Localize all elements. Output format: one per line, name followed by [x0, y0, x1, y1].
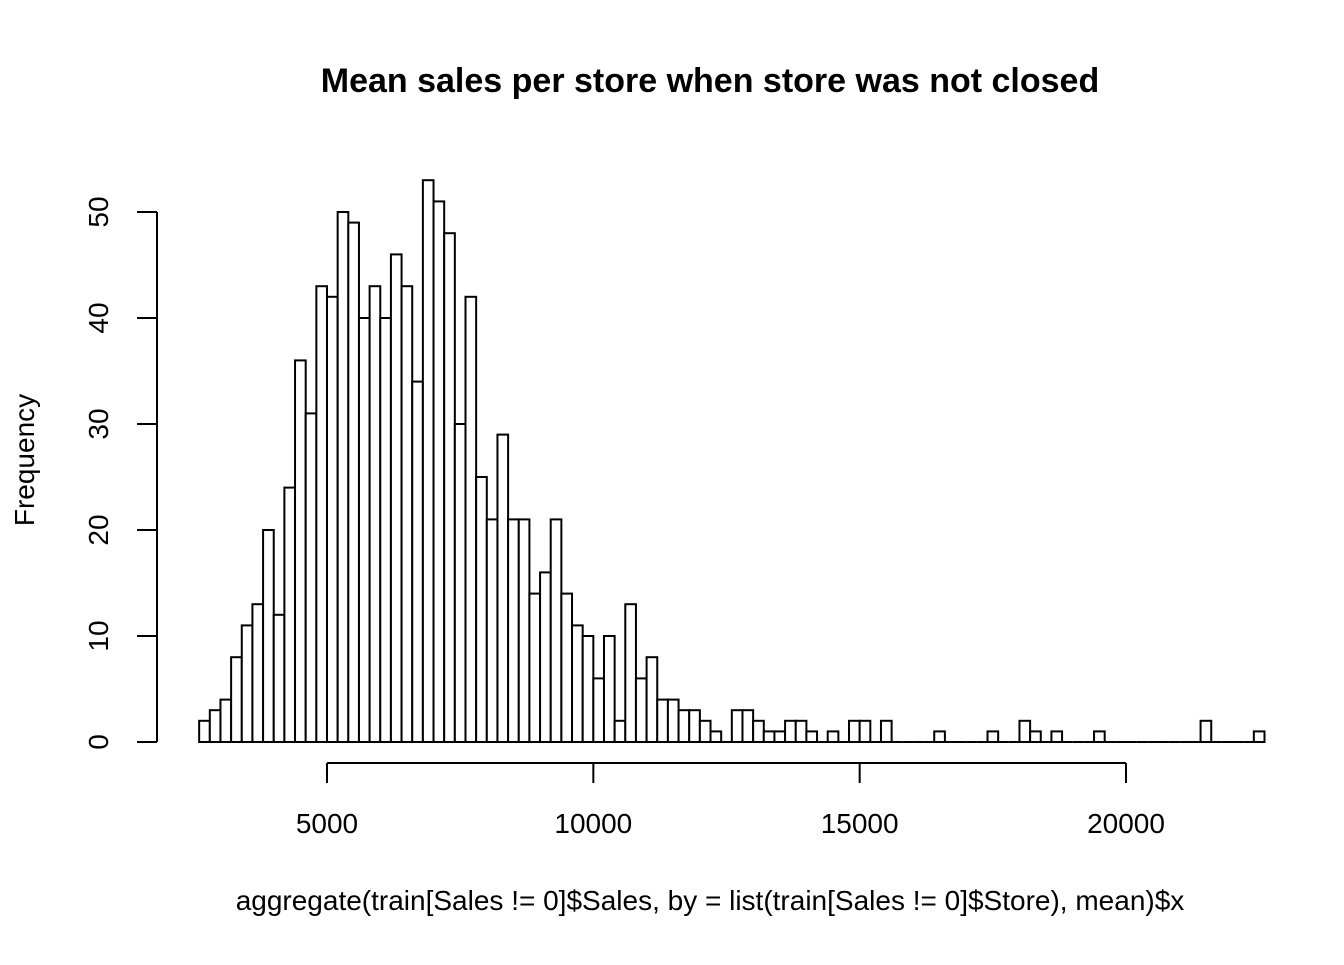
chart-title: Mean sales per store when store was not …	[321, 62, 1099, 100]
histogram-bar	[464, 295, 478, 743]
histogram-bar	[784, 719, 797, 743]
histogram-bar	[443, 232, 456, 743]
x-axis: 5000 10000 15000 20000	[296, 762, 1165, 839]
histogram-bar	[677, 709, 691, 744]
histogram-bar	[1029, 730, 1042, 744]
histogram-bar	[389, 253, 403, 743]
histogram-bar	[539, 571, 552, 744]
histogram-bar	[262, 529, 275, 743]
histogram-bar	[1093, 730, 1106, 744]
x-tick-label: 20000	[1087, 808, 1165, 839]
y-axis: 0 10 20 30 40 50	[83, 196, 158, 750]
x-tick-label: 5000	[296, 808, 358, 839]
histogram-bar	[848, 719, 861, 743]
histogram-bar	[858, 719, 872, 743]
histogram-bar	[208, 709, 222, 744]
histogram-bar	[688, 709, 701, 744]
histogram-bar	[666, 698, 680, 743]
histogram-bar	[613, 719, 627, 743]
histogram-bar	[741, 709, 755, 744]
histogram-bar	[794, 719, 808, 743]
y-axis-label: Frequency	[9, 394, 40, 526]
histogram-bar	[400, 285, 414, 743]
y-tick-label: 10	[83, 620, 114, 651]
histogram-bar	[294, 359, 307, 743]
histogram-bar	[379, 317, 392, 743]
histogram-bar	[326, 295, 339, 743]
histogram-bar	[272, 613, 286, 743]
histogram-bar	[304, 412, 318, 743]
histogram-bar	[1252, 730, 1266, 744]
histogram-bar	[602, 635, 616, 743]
histogram-bar	[368, 285, 382, 743]
histogram-bar	[240, 624, 254, 744]
histogram-bar	[1050, 730, 1064, 744]
x-tick-label: 10000	[554, 808, 632, 839]
histogram-bar	[475, 476, 488, 743]
histogram-bar	[485, 518, 499, 744]
histogram-bars	[198, 179, 1266, 744]
histogram-bar	[517, 518, 531, 744]
histogram-bar	[826, 730, 840, 744]
histogram-bar	[762, 730, 776, 744]
histogram-bar	[986, 730, 1000, 744]
y-tick-label: 0	[83, 734, 114, 750]
histogram-bar	[581, 635, 595, 743]
histogram-bar	[357, 317, 371, 743]
x-tick-label: 15000	[821, 808, 899, 839]
histogram-bar	[496, 433, 510, 743]
histogram-bar	[592, 677, 605, 744]
histogram-bar	[411, 380, 424, 743]
histogram-bar	[283, 486, 297, 743]
histogram-bar	[752, 719, 765, 743]
histogram-bar	[347, 221, 360, 744]
histogram-bar	[560, 592, 574, 743]
y-tick-label: 20	[83, 514, 114, 545]
y-tick-label: 30	[83, 408, 114, 439]
histogram-bar	[730, 709, 744, 744]
histogram-bar	[251, 603, 265, 744]
histogram-bar	[198, 719, 211, 743]
y-tick-label: 40	[83, 302, 114, 333]
histogram-bar	[315, 285, 329, 743]
histogram-bar	[634, 677, 648, 744]
y-tick-label: 50	[83, 196, 114, 227]
histogram-bar	[528, 592, 542, 743]
histogram-bar	[432, 200, 446, 743]
histogram-bar	[219, 698, 233, 743]
histogram-bar	[624, 603, 637, 744]
histogram-bar	[507, 518, 520, 744]
histogram-bar	[571, 624, 584, 744]
histogram-bar	[1199, 719, 1213, 743]
histogram-bar	[709, 730, 723, 744]
x-axis-label: aggregate(train[Sales != 0]$Sales, by = …	[236, 885, 1185, 916]
histogram-bar	[453, 423, 467, 743]
histogram-bar	[645, 656, 659, 744]
histogram-bar	[230, 656, 243, 744]
histogram-bar	[549, 518, 563, 744]
histogram-bar	[336, 211, 350, 743]
histogram-bar	[773, 730, 787, 744]
histogram-bar	[933, 730, 946, 744]
histogram-bar	[698, 719, 712, 743]
histogram-bar	[421, 179, 435, 743]
histogram-bar	[805, 730, 819, 744]
histogram-bar	[656, 698, 669, 743]
histogram-bar	[1018, 719, 1032, 743]
histogram-bar	[879, 719, 893, 743]
